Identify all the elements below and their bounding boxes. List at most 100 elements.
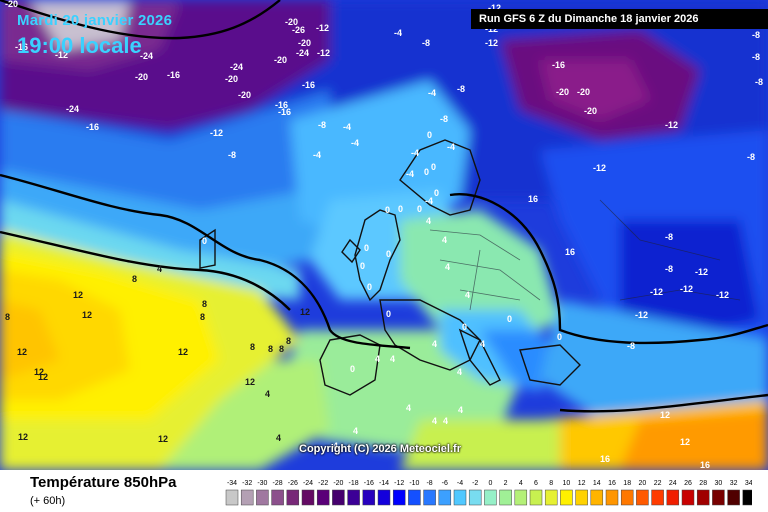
- isotherm-lines: [0, 0, 768, 413]
- isotherm-label: -4: [406, 169, 414, 179]
- legend-tick-label: 24: [669, 480, 677, 487]
- legend-swatch: [362, 489, 376, 506]
- isotherm-label: 4: [442, 235, 447, 245]
- isotherm-label: 4: [390, 354, 395, 364]
- legend-swatch: [286, 489, 300, 506]
- isotherm-label: -20: [577, 87, 590, 97]
- isotherm-label: 12: [17, 347, 27, 357]
- isotherm-label: -12: [635, 310, 648, 320]
- isotherm-label: -4: [425, 196, 433, 206]
- isotherm-label: -12: [593, 163, 606, 173]
- isotherm-label: 4: [406, 403, 411, 413]
- legend-tick-label: -8: [426, 480, 432, 487]
- isotherm-label: -8: [752, 30, 760, 40]
- isotherm-label: -8: [747, 152, 755, 162]
- legend-tick-label: 18: [623, 480, 631, 487]
- isotherm-label: 0: [434, 188, 439, 198]
- legend-swatch: [301, 489, 315, 506]
- legend-swatch: [696, 489, 710, 506]
- legend-swatch: [332, 489, 345, 506]
- isotherm-label: 12: [82, 310, 92, 320]
- isotherm-label: -12: [665, 120, 678, 130]
- legend-swatch: [544, 489, 558, 506]
- isotherm-label: 8: [286, 336, 291, 346]
- isotherm-label: 12: [245, 377, 255, 387]
- isotherm-label: 0: [364, 243, 369, 253]
- legend-swatch: [484, 489, 497, 506]
- isotherm-label: -20: [238, 90, 251, 100]
- isotherm-label: -24: [66, 104, 79, 114]
- isotherm-label: 0: [507, 314, 512, 324]
- isotherm-label: -24: [230, 62, 243, 72]
- legend-tick-label: -20: [333, 480, 343, 487]
- legend-tick-label: 22: [654, 480, 662, 487]
- isotherm-label: 8: [202, 299, 207, 309]
- lead-time: (+ 60h): [30, 495, 66, 507]
- legend-swatch: [438, 489, 452, 506]
- isotherm-label: -12: [716, 290, 729, 300]
- legend-swatch: [666, 489, 680, 506]
- legend-swatch: [347, 489, 360, 506]
- isotherm-label: 8: [268, 344, 273, 354]
- isotherm-label: -12: [695, 267, 708, 277]
- legend-swatch: [240, 489, 254, 506]
- legend-tick-label: 8: [549, 480, 553, 487]
- isotherm-label: 0: [398, 204, 403, 214]
- isotherm-label: 8: [250, 342, 255, 352]
- isotherm-label: 4: [276, 433, 281, 443]
- isotherm-label: 12: [660, 410, 670, 420]
- isotherm-label: 4: [465, 290, 470, 300]
- isotherm-label: -8: [422, 38, 430, 48]
- isotherm-label: 0: [360, 261, 365, 271]
- legend-swatch: [377, 489, 391, 506]
- isotherm-label: -12: [55, 50, 68, 60]
- legend-swatch: [423, 489, 436, 506]
- legend-tick-label: 20: [639, 480, 647, 487]
- legend-tick-label: -24: [303, 480, 313, 487]
- border-lines: [429, 199, 741, 311]
- legend-tick-label: -28: [273, 480, 283, 487]
- legend-tick-label: 6: [534, 480, 538, 487]
- isotherm-label: -20: [5, 0, 18, 9]
- isotherm-label: -24: [296, 48, 309, 58]
- isotherm-label: 12: [300, 307, 310, 317]
- isotherm-label: -20: [274, 55, 287, 65]
- isotherm-label: 12: [18, 432, 28, 442]
- isotherm-label: -26: [292, 25, 305, 35]
- isotherm-label: -4: [394, 28, 402, 38]
- isotherm-label: -24: [140, 51, 153, 61]
- isotherm-label: 0: [424, 167, 429, 177]
- isotherm-label: 4: [432, 339, 437, 349]
- legend-tick-label: -14: [379, 480, 389, 487]
- legend-swatch: [529, 489, 543, 506]
- legend-swatch: [575, 489, 588, 506]
- legend-swatch: [620, 489, 634, 506]
- legend-tick-label: -2: [472, 480, 478, 487]
- isotherm-label: -12: [488, 3, 501, 13]
- isotherm-label: -12: [210, 128, 223, 138]
- isotherm-label: 4: [445, 262, 450, 272]
- temperature-field: [0, 0, 768, 470]
- isotherm-label: 12: [34, 367, 44, 377]
- isotherm-label: 16: [528, 194, 538, 204]
- isotherm-label: -8: [665, 264, 673, 274]
- isotherm-label: 0: [367, 282, 372, 292]
- isotherm-label: 4: [157, 264, 162, 274]
- isotherm-label: 0: [431, 162, 436, 172]
- isotherm-label: -16: [275, 100, 288, 110]
- footer-bar: Température 850hPa (+ 60h) -34 -32 -30 -28-…: [0, 470, 768, 512]
- legend-tick-label: -22: [318, 480, 328, 487]
- legend-tick-label: 12: [578, 480, 586, 487]
- isotherm-label: -16: [302, 80, 315, 90]
- isotherm-label: 0: [557, 332, 562, 342]
- isotherm-label: 4: [480, 339, 485, 349]
- isotherm-label: -12: [316, 23, 329, 33]
- legend-swatch: [499, 489, 512, 506]
- legend-swatch: [681, 489, 695, 506]
- legend-swatch: [712, 489, 725, 506]
- isotherm-label: 4: [333, 441, 338, 451]
- isotherm-labels: -20-12 -24-20 -16-24-20-20-16-16-24 -16-12-…: [5, 0, 763, 470]
- isotherm-label: -16: [86, 122, 99, 132]
- isotherm-label: -8: [228, 150, 236, 160]
